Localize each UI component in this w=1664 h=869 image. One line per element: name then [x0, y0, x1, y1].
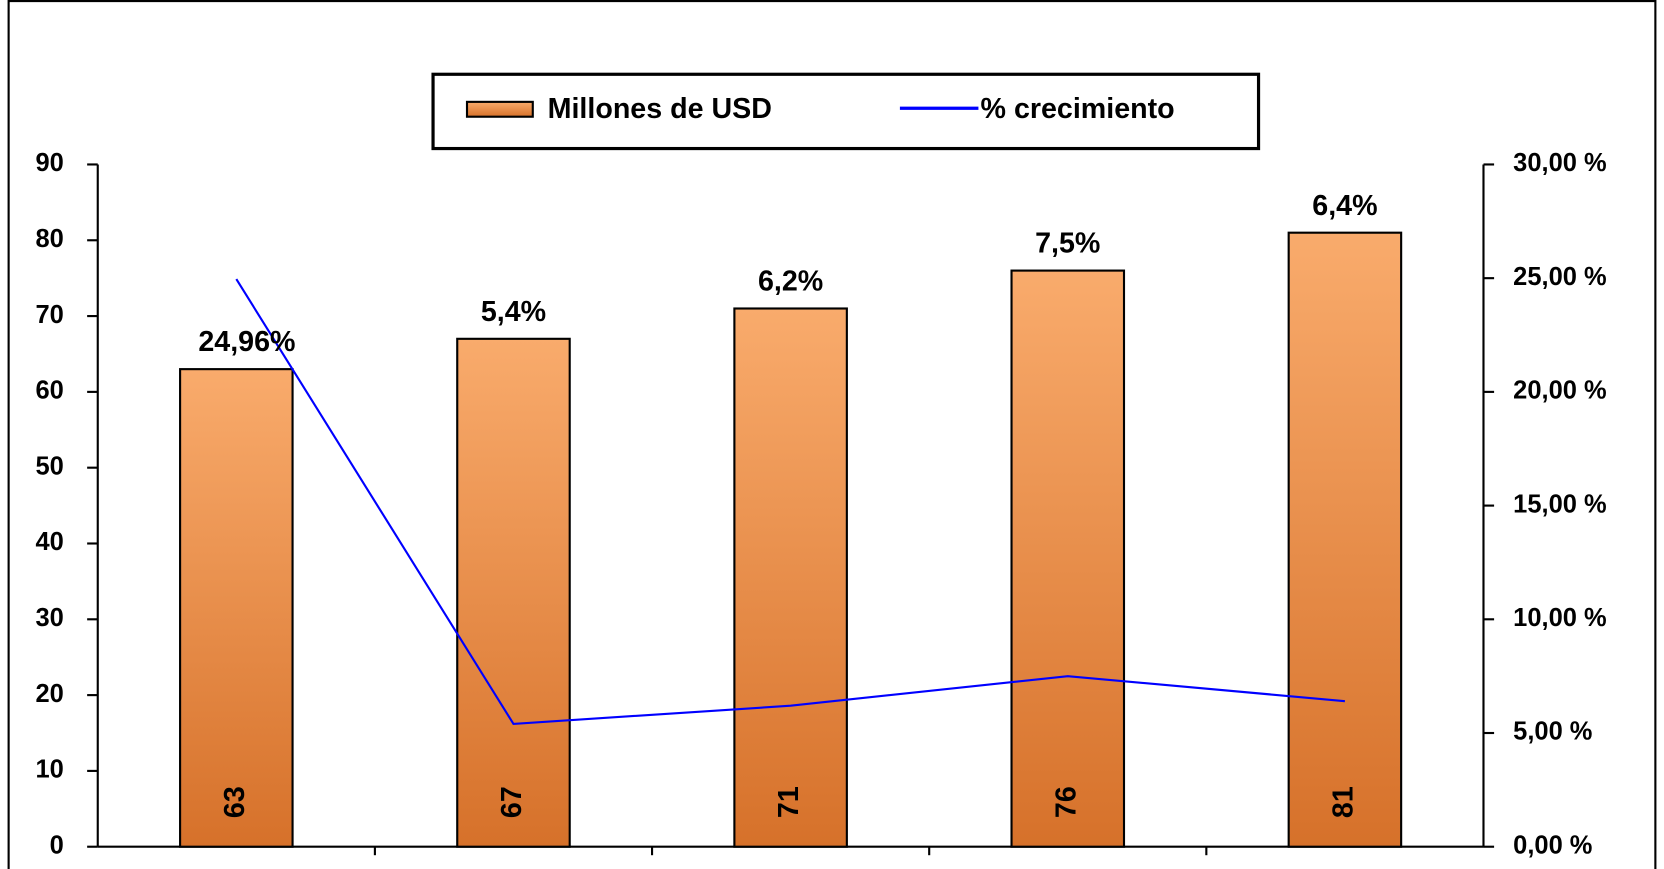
bar-value-label: 71	[773, 786, 805, 818]
bar	[179, 368, 294, 848]
bar	[1287, 231, 1403, 848]
y2-tick-label: 10,00 %	[1513, 604, 1606, 632]
bar	[733, 307, 848, 848]
legend-swatch	[465, 100, 534, 118]
y-tick-label: 30	[35, 604, 63, 632]
y2-tick-label: 0,00 %	[1513, 831, 1592, 859]
y2-tick-label: 20,00 %	[1513, 377, 1606, 405]
line-value-label: 6,2%	[758, 266, 823, 298]
bar-value-label: 81	[1327, 786, 1359, 818]
y-tick-label: 60	[35, 377, 63, 405]
y-tick-label: 10	[35, 756, 63, 784]
y2-tick-label: 5,00 %	[1513, 718, 1592, 746]
chart-frame	[7, 0, 1657, 869]
y2-tick-label: 30,00 %	[1513, 149, 1606, 177]
line-value-label: 7,5%	[1035, 228, 1100, 260]
bar	[456, 337, 571, 848]
bar-value-label: 76	[1050, 786, 1082, 818]
y-tick-label: 50	[35, 452, 63, 480]
line-value-label: 5,4%	[481, 296, 546, 328]
y-tick-label: 20	[35, 680, 63, 708]
y-tick-label: 0	[50, 831, 64, 859]
y2-tick-label: 15,00 %	[1513, 490, 1606, 518]
line-value-label: 6,4%	[1312, 190, 1377, 222]
bar	[1010, 269, 1126, 848]
y-tick-label: 70	[35, 301, 63, 329]
bar-value-label: 63	[219, 786, 251, 818]
bar-value-label: 67	[496, 786, 528, 818]
legend-label: Millones de USD	[548, 93, 772, 125]
y2-tick-label: 25,00 %	[1513, 263, 1606, 291]
legend-label: % crecimiento	[981, 93, 1175, 125]
line-value-label: 24,96%	[198, 326, 295, 358]
y-tick-label: 90	[35, 149, 63, 177]
y-tick-label: 40	[35, 528, 63, 556]
line	[235, 278, 1346, 726]
y-tick-label: 80	[35, 225, 63, 253]
legend-box	[431, 72, 1261, 151]
